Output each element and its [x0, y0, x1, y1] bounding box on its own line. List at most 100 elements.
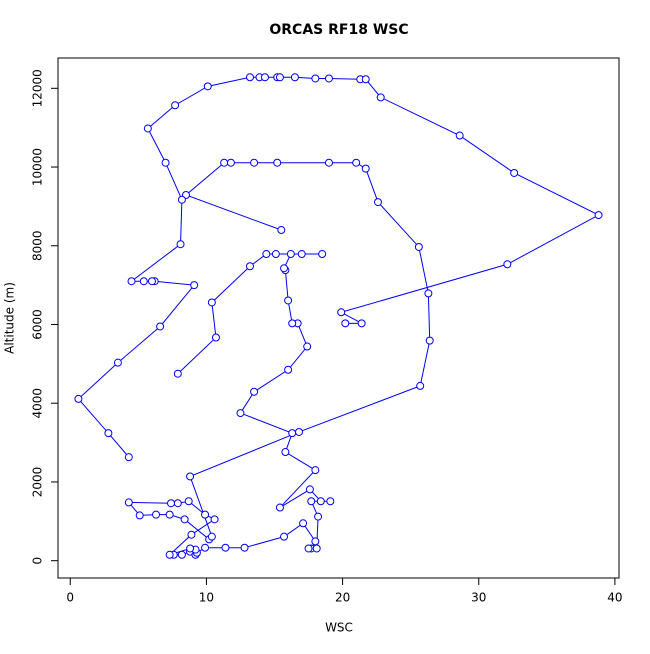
- data-point: [326, 497, 335, 506]
- data-point: [414, 242, 423, 251]
- data-point: [186, 544, 195, 553]
- data-point: [124, 498, 133, 507]
- data-point: [127, 277, 136, 286]
- data-point: [341, 319, 350, 328]
- data-point: [271, 250, 280, 259]
- data-point: [171, 101, 180, 110]
- data-point: [139, 277, 148, 286]
- y-tick-label: 2000: [31, 467, 45, 498]
- data-point: [147, 277, 156, 286]
- data-point: [186, 472, 195, 481]
- data-point: [280, 264, 289, 273]
- data-point: [211, 333, 220, 342]
- data-point: [262, 250, 271, 259]
- data-point: [236, 409, 245, 418]
- data-point: [245, 262, 254, 271]
- data-point: [286, 250, 295, 259]
- data-point: [226, 158, 235, 167]
- data-point: [297, 250, 306, 259]
- y-tick-label: 0: [31, 557, 45, 565]
- data-point: [156, 322, 165, 331]
- data-point: [376, 93, 385, 102]
- data-point: [176, 240, 185, 249]
- data-point: [273, 158, 282, 167]
- data-point: [312, 544, 321, 553]
- data-point: [260, 73, 269, 82]
- data-point: [307, 497, 316, 506]
- data-point: [275, 503, 284, 512]
- x-axis-label: WSC: [325, 621, 353, 635]
- data-point: [314, 512, 323, 521]
- data-point: [424, 289, 433, 298]
- x-tick-label: 40: [607, 591, 622, 605]
- data-point: [74, 394, 83, 403]
- data-point: [173, 369, 182, 378]
- chart-title: ORCAS RF18 WSC: [269, 22, 408, 38]
- data-point: [201, 543, 210, 552]
- data-point: [277, 226, 286, 235]
- data-point: [190, 281, 199, 290]
- data-point: [184, 497, 193, 506]
- data-point: [284, 365, 293, 374]
- y-tick-label: 8000: [31, 230, 45, 261]
- y-tick-label: 10000: [31, 148, 45, 186]
- data-point: [361, 164, 370, 173]
- data-point: [201, 510, 210, 519]
- data-point: [503, 260, 512, 269]
- y-tick-label: 6000: [31, 309, 45, 340]
- y-tick-label: 4000: [31, 388, 45, 419]
- data-point: [135, 511, 144, 520]
- x-tick-label: 10: [199, 591, 214, 605]
- data-point: [203, 82, 212, 91]
- data-point: [510, 168, 519, 177]
- data-point: [161, 158, 170, 167]
- data-point: [165, 510, 174, 519]
- data-point: [303, 342, 312, 351]
- data-point: [304, 544, 313, 553]
- y-tick-label: 12000: [31, 69, 45, 107]
- data-point: [281, 448, 290, 457]
- data-point: [177, 195, 186, 204]
- data-point: [220, 158, 229, 167]
- data-point: [594, 211, 603, 220]
- data-point: [207, 532, 216, 541]
- data-point: [113, 358, 122, 367]
- data-point: [318, 250, 327, 259]
- data-point: [250, 158, 259, 167]
- data-point: [288, 429, 297, 438]
- x-tick-label: 0: [66, 591, 74, 605]
- data-point: [316, 497, 325, 506]
- data-point: [210, 515, 219, 524]
- data-point: [167, 499, 176, 508]
- data-point: [305, 485, 314, 494]
- data-point: [187, 530, 196, 539]
- data-point: [299, 519, 308, 528]
- data-point: [143, 124, 152, 133]
- data-point: [455, 131, 464, 140]
- data-point: [425, 336, 434, 345]
- data-point: [337, 308, 346, 317]
- plot-frame: [57, 57, 620, 579]
- data-point: [207, 298, 216, 307]
- data-point: [250, 387, 259, 396]
- data-point: [284, 296, 293, 305]
- data-point: [357, 319, 366, 328]
- data-point: [324, 158, 333, 167]
- data-point: [180, 515, 189, 524]
- data-point: [288, 319, 297, 328]
- data-point: [124, 453, 133, 462]
- data-point: [173, 499, 182, 508]
- data-point: [280, 532, 289, 541]
- data-point: [361, 75, 370, 84]
- data-point: [373, 198, 382, 207]
- data-point: [352, 158, 361, 167]
- data-point: [152, 510, 161, 519]
- data-point: [311, 537, 320, 546]
- data-point: [221, 543, 230, 552]
- data-point: [245, 73, 254, 82]
- y-axis-label: Altitude (m): [3, 282, 17, 354]
- data-point: [177, 550, 186, 559]
- data-point: [311, 466, 320, 475]
